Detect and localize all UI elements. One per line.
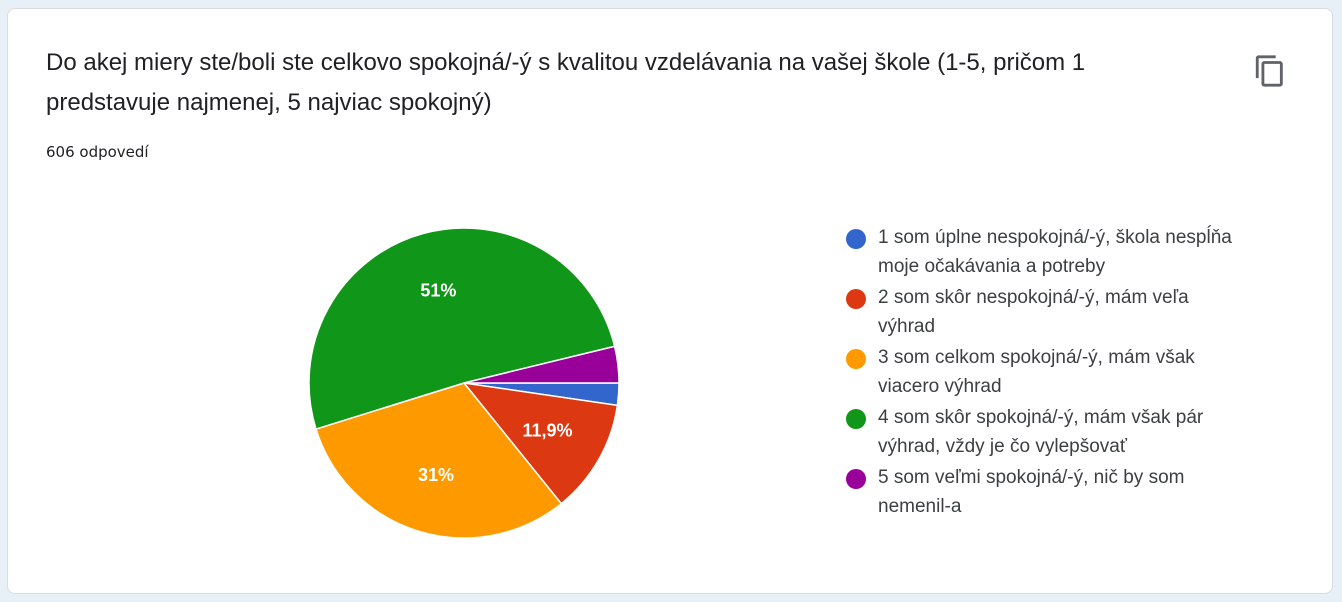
legend-item-4[interactable]: 4 som skôr spokojná/-ý, mám však pár výh… [846,403,1246,463]
pie-slice-5[interactable] [463,345,620,384]
pie-slice-4[interactable] [308,227,616,430]
question-title: Do akej miery ste/boli ste celkovo spoko… [46,49,1086,116]
legend-color-dot [846,409,866,429]
legend-item-5[interactable]: 5 som veľmi spokojná/-ý, nič by som neme… [846,463,1246,523]
legend-label: 4 som skôr spokojná/-ý, mám však pár výh… [878,407,1204,457]
pie-data-label-2: 11,9% [522,421,572,441]
copy-chart-button[interactable] [1248,49,1292,93]
legend-item-1[interactable]: 1 som úplne nespokojná/-ý, škola nespĺňa… [846,223,1246,283]
legend-label: 2 som skôr nespokojná/-ý, mám veľa výhra… [878,287,1189,337]
legend-color-dot [846,349,866,369]
copy-icon [1255,55,1283,87]
chart-legend: 1 som úplne nespokojná/-ý, škola nespĺňa… [846,223,1246,523]
legend-color-dot [846,469,866,489]
pie-chart: 11,9% 31% 51% [308,227,620,539]
pie-data-label-4: 51% [420,280,456,300]
legend-label: 1 som úplne nespokojná/-ý, škola nespĺňa… [878,227,1232,277]
legend-item-3[interactable]: 3 som celkom spokojná/-ý, mám však viace… [846,343,1246,403]
legend-color-dot [846,229,866,249]
legend-label: 3 som celkom spokojná/-ý, mám však viace… [878,347,1195,397]
pie-slice-3[interactable] [315,382,563,539]
legend-item-2[interactable]: 2 som skôr nespokojná/-ý, mám veľa výhra… [846,283,1246,343]
question-card: Do akej miery ste/boli ste celkovo spoko… [7,8,1333,594]
legend-label: 5 som veľmi spokojná/-ý, nič by som neme… [878,467,1185,517]
pie-slice-2[interactable] [462,381,619,505]
legend-color-dot [846,289,866,309]
pie-data-label-3: 31% [418,465,454,485]
response-count: 606 odpovedí [46,143,149,161]
